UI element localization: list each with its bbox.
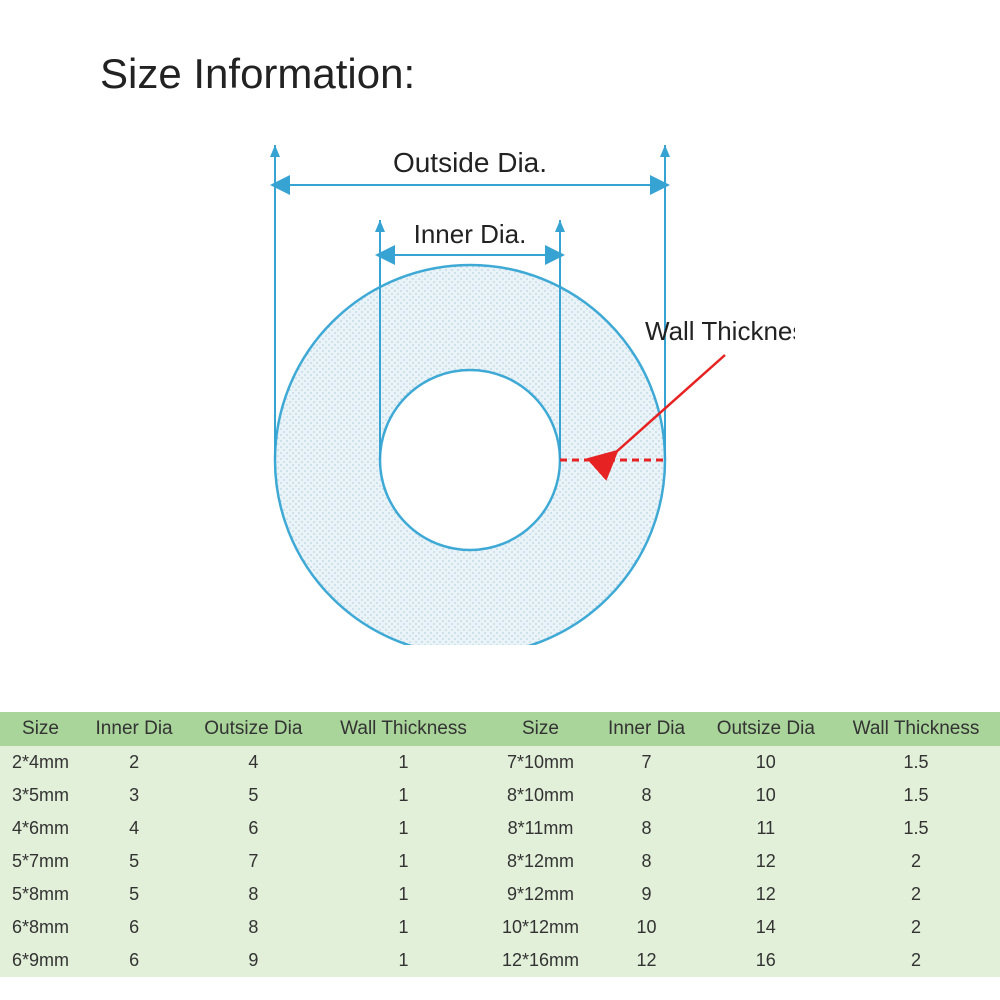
table-cell: 2 <box>81 746 187 779</box>
table-cell: 8*11mm <box>487 812 593 845</box>
table-cell: 8 <box>594 845 700 878</box>
table-cell: 8 <box>187 878 319 911</box>
table-header-row: Size Inner Dia Outsize Dia Wall Thicknes… <box>0 712 1000 746</box>
table-cell: 2 <box>832 944 1000 977</box>
table-cell: 1.5 <box>832 779 1000 812</box>
table-cell: 8*12mm <box>487 845 593 878</box>
table-cell: 5*8mm <box>0 878 81 911</box>
table-cell: 12 <box>700 845 832 878</box>
table-cell: 9 <box>594 878 700 911</box>
table-cell: 6 <box>81 944 187 977</box>
inner-dia-label: Inner Dia. <box>414 219 527 249</box>
table-cell: 1 <box>320 812 488 845</box>
table-row: 5*8mm5819*12mm9122 <box>0 878 1000 911</box>
table-cell: 14 <box>700 911 832 944</box>
table-cell: 5*7mm <box>0 845 81 878</box>
table-cell: 5 <box>187 779 319 812</box>
table-cell: 12 <box>700 878 832 911</box>
table-cell: 6 <box>187 812 319 845</box>
table-row: 3*5mm3518*10mm8101.5 <box>0 779 1000 812</box>
table-cell: 1 <box>320 845 488 878</box>
table-cell: 6*8mm <box>0 911 81 944</box>
table-row: 4*6mm4618*11mm8111.5 <box>0 812 1000 845</box>
table-cell: 12*16mm <box>487 944 593 977</box>
table-cell: 4*6mm <box>0 812 81 845</box>
table-cell: 6 <box>81 911 187 944</box>
table-cell: 7 <box>187 845 319 878</box>
table-cell: 8*10mm <box>487 779 593 812</box>
table-row: 5*7mm5718*12mm8122 <box>0 845 1000 878</box>
col-size-2: Size <box>487 712 593 746</box>
table-cell: 4 <box>81 812 187 845</box>
table-row: 6*8mm68110*12mm10142 <box>0 911 1000 944</box>
table-cell: 9 <box>187 944 319 977</box>
table-cell: 1 <box>320 779 488 812</box>
col-wall-1: Wall Thickness <box>320 712 488 746</box>
table-cell: 1 <box>320 878 488 911</box>
tube-cross-section-diagram: Outside Dia. Inner Dia. Wall Thickness <box>235 125 795 645</box>
table-row: 2*4mm2417*10mm7101.5 <box>0 746 1000 779</box>
table-cell: 1 <box>320 911 488 944</box>
table-cell: 3 <box>81 779 187 812</box>
col-outer-2: Outsize Dia <box>700 712 832 746</box>
table-cell: 4 <box>187 746 319 779</box>
table-cell: 7*10mm <box>487 746 593 779</box>
table-cell: 10 <box>700 746 832 779</box>
table-cell: 6*9mm <box>0 944 81 977</box>
table-cell: 10 <box>700 779 832 812</box>
table-cell: 11 <box>700 812 832 845</box>
annulus-shape <box>275 265 665 645</box>
col-wall-2: Wall Thickness <box>832 712 1000 746</box>
table-cell: 5 <box>81 845 187 878</box>
col-inner-2: Inner Dia <box>594 712 700 746</box>
size-table: Size Inner Dia Outsize Dia Wall Thicknes… <box>0 712 1000 977</box>
table-cell: 5 <box>81 878 187 911</box>
col-inner-1: Inner Dia <box>81 712 187 746</box>
table-cell: 2 <box>832 911 1000 944</box>
table-cell: 12 <box>594 944 700 977</box>
table-row: 6*9mm69112*16mm12162 <box>0 944 1000 977</box>
table-cell: 7 <box>594 746 700 779</box>
page-title: Size Information: <box>100 50 415 98</box>
table-cell: 9*12mm <box>487 878 593 911</box>
table-cell: 10 <box>594 911 700 944</box>
table-cell: 8 <box>594 779 700 812</box>
table-cell: 16 <box>700 944 832 977</box>
table-cell: 2 <box>832 845 1000 878</box>
table-cell: 1 <box>320 944 488 977</box>
col-outer-1: Outsize Dia <box>187 712 319 746</box>
outside-dia-label: Outside Dia. <box>393 147 547 178</box>
table-cell: 8 <box>187 911 319 944</box>
col-size-1: Size <box>0 712 81 746</box>
table-cell: 1 <box>320 746 488 779</box>
table-cell: 2*4mm <box>0 746 81 779</box>
table-cell: 3*5mm <box>0 779 81 812</box>
table-cell: 1.5 <box>832 746 1000 779</box>
table-cell: 8 <box>594 812 700 845</box>
table-cell: 1.5 <box>832 812 1000 845</box>
table-cell: 2 <box>832 878 1000 911</box>
wall-thickness-label: Wall Thickness <box>645 316 795 346</box>
table-cell: 10*12mm <box>487 911 593 944</box>
